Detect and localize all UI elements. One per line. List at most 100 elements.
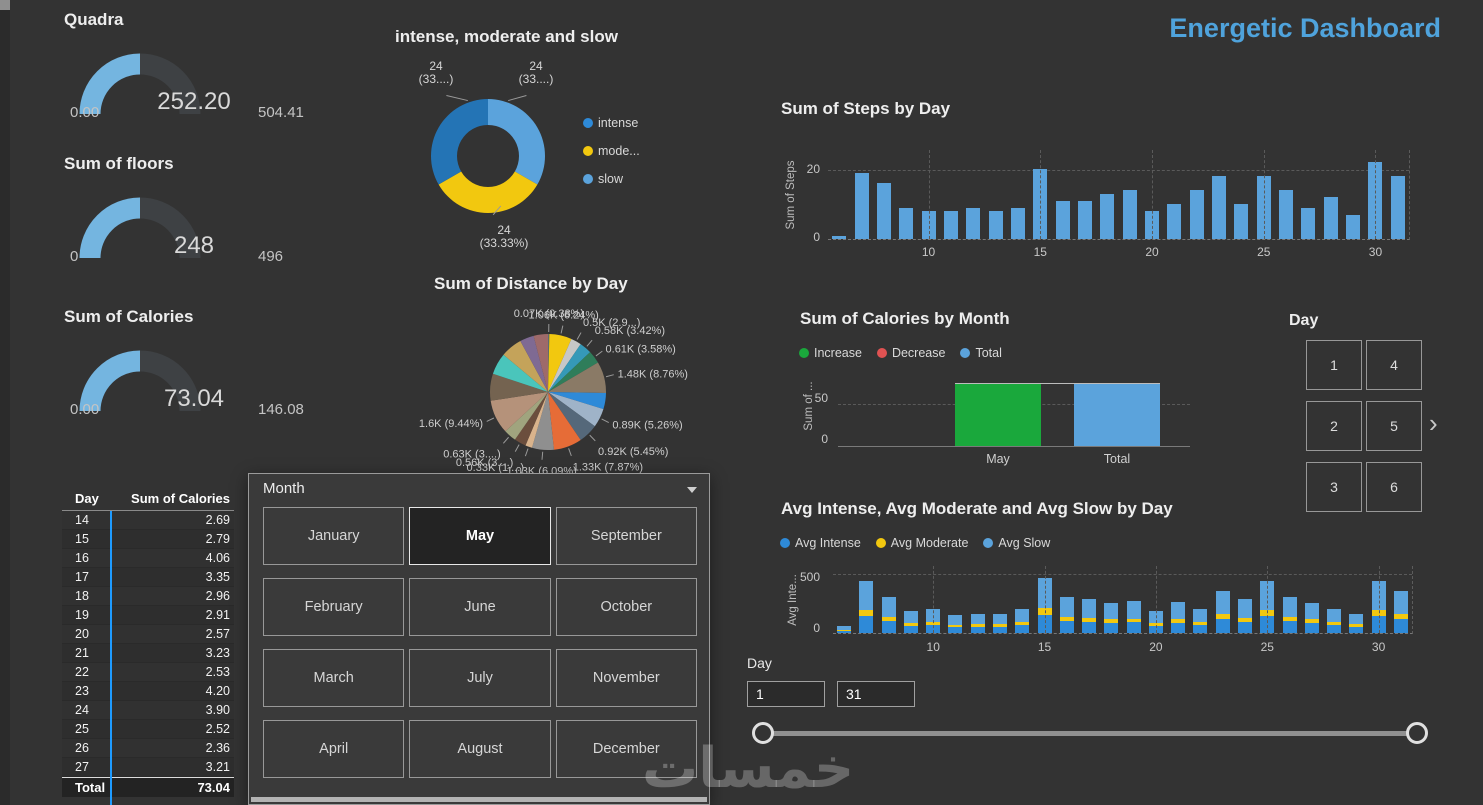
day-button-4[interactable]: 4 [1366, 340, 1422, 390]
donut-slice-slow[interactable] [488, 99, 545, 185]
table-row[interactable]: 26 2.36 [62, 739, 234, 758]
legend-item[interactable]: Avg Moderate [875, 536, 968, 550]
table-row[interactable]: 22 2.53 [62, 663, 234, 682]
month-button-june[interactable]: June [409, 578, 551, 636]
month-button-april[interactable]: April [263, 720, 405, 778]
bar[interactable] [1100, 193, 1115, 239]
day-from-input[interactable] [747, 681, 825, 707]
bar[interactable] [966, 207, 981, 239]
day-to-input[interactable] [837, 681, 915, 707]
stacked-bar[interactable] [837, 625, 852, 633]
donut-slice-intense[interactable] [431, 99, 488, 185]
pie-slice[interactable] [548, 392, 604, 427]
pie-slice[interactable] [525, 392, 548, 448]
bar[interactable] [899, 207, 914, 239]
pie-slice[interactable] [548, 344, 591, 392]
pie-slice[interactable] [548, 352, 598, 392]
bar-total[interactable] [1074, 383, 1160, 446]
corner-handle[interactable] [0, 0, 10, 10]
bar[interactable] [832, 235, 847, 239]
bar[interactable] [943, 211, 958, 239]
table-row[interactable]: 27 3.21 [62, 758, 234, 777]
day-button-6[interactable]: 6 [1366, 462, 1422, 512]
table-row[interactable]: 14 2.69 [62, 511, 234, 530]
gauge-arc[interactable] [78, 341, 202, 415]
stacked-bar[interactable] [948, 614, 963, 633]
stacked-bar[interactable] [859, 581, 874, 633]
month-button-january[interactable]: January [263, 507, 405, 565]
bar[interactable] [1346, 214, 1361, 239]
range-slider-track[interactable] [758, 731, 1420, 736]
day-button-2[interactable]: 2 [1306, 401, 1362, 451]
table-row[interactable]: 24 3.90 [62, 701, 234, 720]
stacked-bar[interactable] [1282, 597, 1297, 633]
pie-slice[interactable] [490, 373, 548, 401]
pie-slice[interactable] [548, 362, 606, 394]
pie-slice[interactable] [520, 335, 548, 392]
pie-slice[interactable] [503, 341, 548, 392]
chevron-down-icon[interactable] [687, 487, 697, 493]
stacked-bar[interactable] [1393, 590, 1408, 633]
table-row[interactable]: 17 3.35 [62, 568, 234, 587]
table-row[interactable]: 16 4.06 [62, 549, 234, 568]
table-row[interactable]: 18 2.96 [62, 587, 234, 606]
bar[interactable] [1212, 176, 1227, 239]
pie-slice[interactable] [490, 392, 548, 432]
stacked-bar[interactable] [1104, 602, 1119, 633]
pie-slice[interactable] [548, 392, 595, 440]
bar[interactable] [1301, 207, 1316, 239]
stacked-bar[interactable] [1193, 609, 1208, 633]
bar[interactable] [1167, 204, 1182, 239]
stacked-bar[interactable] [1171, 601, 1186, 633]
donut-slice-moderate[interactable] [438, 171, 538, 214]
month-button-february[interactable]: February [263, 578, 405, 636]
bar[interactable] [854, 172, 869, 239]
stacked-bar[interactable] [903, 611, 918, 633]
range-slider-handle-left[interactable] [752, 722, 774, 744]
pie-slice[interactable] [505, 392, 548, 440]
legend-item[interactable]: Avg Intense [780, 536, 861, 550]
day-button-5[interactable]: 5 [1366, 401, 1422, 451]
legend-item[interactable]: slow [583, 172, 640, 186]
stacked-bar[interactable] [1126, 600, 1141, 633]
stacked-bar[interactable] [993, 613, 1008, 633]
stacked-bar[interactable] [1349, 613, 1364, 633]
pie-slice[interactable] [548, 334, 550, 392]
stacked-bar[interactable] [1237, 599, 1252, 633]
table-row[interactable]: 23 4.20 [62, 682, 234, 701]
table-row[interactable]: 20 2.57 [62, 625, 234, 644]
month-button-march[interactable]: March [263, 649, 405, 707]
pie-slice[interactable] [548, 392, 606, 410]
pie-slice[interactable] [548, 392, 581, 450]
bar-may[interactable] [955, 383, 1041, 446]
month-button-august[interactable]: August [409, 720, 551, 778]
column-header-day[interactable]: Day [75, 491, 99, 506]
bar[interactable] [1055, 200, 1070, 239]
legend-item[interactable]: intense [583, 116, 640, 130]
month-button-october[interactable]: October [555, 578, 697, 636]
month-button-september[interactable]: September [555, 507, 697, 565]
legend-item[interactable]: Decrease [876, 346, 945, 360]
bar[interactable] [1122, 190, 1137, 239]
legend-item[interactable]: Increase [799, 346, 862, 360]
legend-item[interactable]: Total [960, 346, 1002, 360]
table-row[interactable]: 25 2.52 [62, 720, 234, 739]
bar[interactable] [1234, 204, 1249, 239]
bar[interactable] [1010, 207, 1025, 239]
pie-slice[interactable] [514, 392, 548, 446]
stacked-bar[interactable] [1059, 597, 1074, 633]
stacked-bar[interactable] [970, 613, 985, 633]
day-button-3[interactable]: 3 [1306, 462, 1362, 512]
table-row[interactable]: 21 3.23 [62, 644, 234, 663]
range-slider-handle-right[interactable] [1406, 722, 1428, 744]
stacked-bar[interactable] [1015, 609, 1030, 633]
gauge-arc[interactable] [78, 188, 202, 262]
table-row[interactable]: 15 2.79 [62, 530, 234, 549]
bar[interactable] [1077, 200, 1092, 239]
pie-slice[interactable] [533, 334, 548, 392]
pie-slice[interactable] [531, 392, 554, 450]
month-button-december[interactable]: December [555, 720, 697, 778]
day-button-1[interactable]: 1 [1306, 340, 1362, 390]
pie-slice[interactable] [548, 338, 581, 392]
stacked-bar[interactable] [1082, 599, 1097, 633]
